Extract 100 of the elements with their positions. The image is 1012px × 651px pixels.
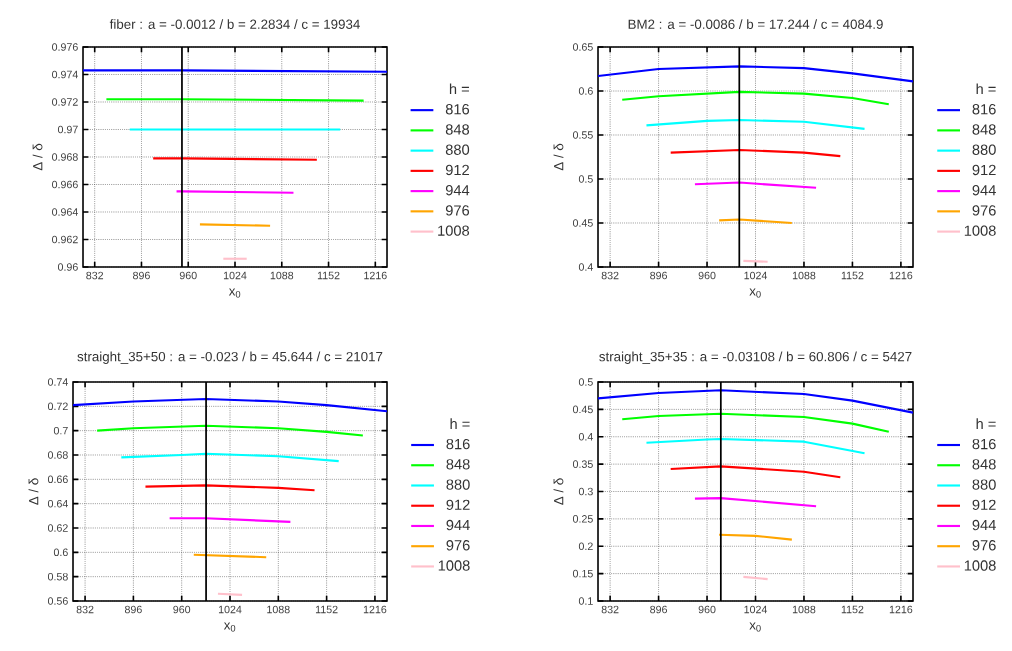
x-tick-label: 1024: [223, 271, 247, 280]
legend-label: 816: [445, 104, 470, 115]
line-series: [645, 118, 866, 130]
y-tick-label: 0.966: [52, 180, 78, 189]
legend-title: h =: [976, 83, 996, 95]
x-tick-label: 1152: [841, 605, 864, 614]
line-series: [645, 437, 866, 455]
y-tick-label: 0.5: [578, 175, 593, 183]
chart-title: straight_35+35 : a = -0.03108 / b = 60.806 / c = 5427: [599, 351, 912, 364]
x-tick-label: 1152: [841, 271, 864, 280]
y-tick-label: 0.6: [578, 87, 593, 95]
x-tick-label: 896: [650, 271, 668, 280]
legend-label: 944: [445, 185, 470, 196]
x-tick-label: 1216: [363, 605, 387, 614]
legend-label: 976: [445, 205, 470, 216]
legend-label: 1008: [438, 560, 470, 571]
y-tick-label: 0.964: [52, 208, 78, 216]
x-tick-label: 1152: [315, 605, 338, 614]
legend-label: 976: [446, 540, 470, 551]
legend-label: 848: [972, 124, 996, 135]
x-axis-title: x$_{0}$: [228, 288, 241, 298]
legend-label: 976: [972, 205, 996, 216]
y-tick-label: 0.2: [578, 542, 593, 551]
y-tick-label: 0.7: [53, 426, 68, 435]
x-tick-label: 896: [650, 605, 668, 614]
y-tick-label: 0.968: [52, 153, 78, 161]
legend-label: 912: [445, 164, 469, 176]
legend-label: 944: [972, 519, 996, 531]
y-tick-label: 0.96: [57, 263, 78, 271]
x-tick-label: 832: [601, 271, 619, 280]
legend-label: 912: [972, 499, 996, 510]
legend-title: h =: [976, 418, 996, 429]
line-series: [96, 424, 364, 437]
legend-label: 816: [446, 438, 470, 450]
y-tick-label: 0.35: [572, 460, 593, 468]
x-tick-label: 1024: [218, 605, 242, 614]
line-series: [73, 397, 388, 413]
y-tick-label: 0.974: [52, 70, 78, 79]
x-tick-label: 896: [124, 605, 142, 614]
y-tick-label: 0.74: [47, 378, 68, 386]
y-tick-label: 0.962: [52, 235, 78, 244]
x-tick-label: 1024: [744, 605, 768, 614]
x-tick-label: 960: [173, 605, 191, 614]
y-tick-label: 0.15: [572, 569, 593, 578]
legend-title: h =: [450, 418, 470, 429]
y-axis-title: Δ / δ: [28, 478, 39, 505]
chart-title: straight_35+50 : a = -0.023 / b = 45.644 / c = 21017: [77, 351, 383, 364]
x-tick-label: 1216: [889, 605, 913, 614]
line-series: [598, 389, 914, 414]
chart-title: BM2 : a = -0.0086 / b = 17.244 / c = 4084.9: [628, 19, 883, 29]
x-tick-label: 1216: [364, 271, 387, 280]
x-axis-title: x$_{0}$: [223, 622, 236, 632]
x-axis-title: x$_{0}$: [749, 622, 761, 632]
y-tick-label: 0.65: [572, 43, 593, 51]
x-tick-label: 960: [179, 271, 197, 280]
y-tick-label: 0.45: [572, 219, 593, 227]
y-tick-label: 0.68: [47, 451, 68, 459]
x-tick-label: 960: [698, 605, 716, 614]
line-series: [621, 90, 890, 106]
x-axis-title: x$_{0}$: [749, 288, 761, 298]
legend-label: 816: [972, 104, 996, 115]
y-tick-label: 0.55: [572, 131, 593, 139]
y-tick-label: 0.62: [47, 524, 68, 532]
legend-label: 880: [972, 144, 996, 155]
legend-label: 848: [445, 124, 470, 135]
legend-title: h =: [449, 83, 469, 95]
x-tick-label: 1088: [792, 271, 816, 280]
x-tick-label: 1152: [317, 271, 340, 280]
x-tick-label: 832: [601, 605, 619, 614]
y-axis-title: Δ / δ: [553, 143, 564, 171]
x-tick-label: 832: [76, 605, 94, 614]
y-tick-label: 0.58: [47, 572, 68, 581]
y-tick-label: 0.976: [52, 43, 78, 51]
x-tick-label: 832: [86, 271, 104, 280]
line-series: [621, 412, 890, 433]
x-tick-label: 1024: [744, 271, 768, 280]
legend-label: 880: [445, 144, 470, 155]
y-tick-label: 0.972: [52, 98, 78, 106]
legend-label: 880: [972, 479, 996, 490]
chart-title: fiber : a = -0.0012 / b = 2.2834 / c = 19934: [109, 19, 360, 29]
x-tick-label: 1088: [792, 605, 816, 614]
y-tick-label: 0.45: [572, 405, 593, 414]
line-series: [120, 452, 340, 463]
legend-label: 848: [446, 459, 470, 470]
x-tick-label: 896: [133, 271, 150, 280]
y-tick-label: 0.4: [578, 432, 593, 441]
x-tick-label: 960: [698, 271, 716, 280]
y-tick-label: 0.3: [578, 487, 593, 496]
y-tick-label: 0.5: [578, 378, 593, 386]
y-tick-label: 0.25: [572, 515, 593, 523]
y-tick-label: 0.56: [47, 597, 68, 605]
legend-label: 976: [972, 540, 996, 551]
y-axis-title: Δ / δ: [32, 143, 43, 171]
y-tick-label: 0.72: [47, 402, 68, 411]
legend-label: 880: [446, 479, 470, 490]
y-tick-label: 0.64: [47, 499, 68, 508]
legend-label: 1008: [438, 225, 470, 236]
legend-label: 944: [972, 185, 996, 196]
y-tick-label: 0.6: [53, 548, 68, 557]
x-tick-label: 1216: [889, 271, 913, 280]
